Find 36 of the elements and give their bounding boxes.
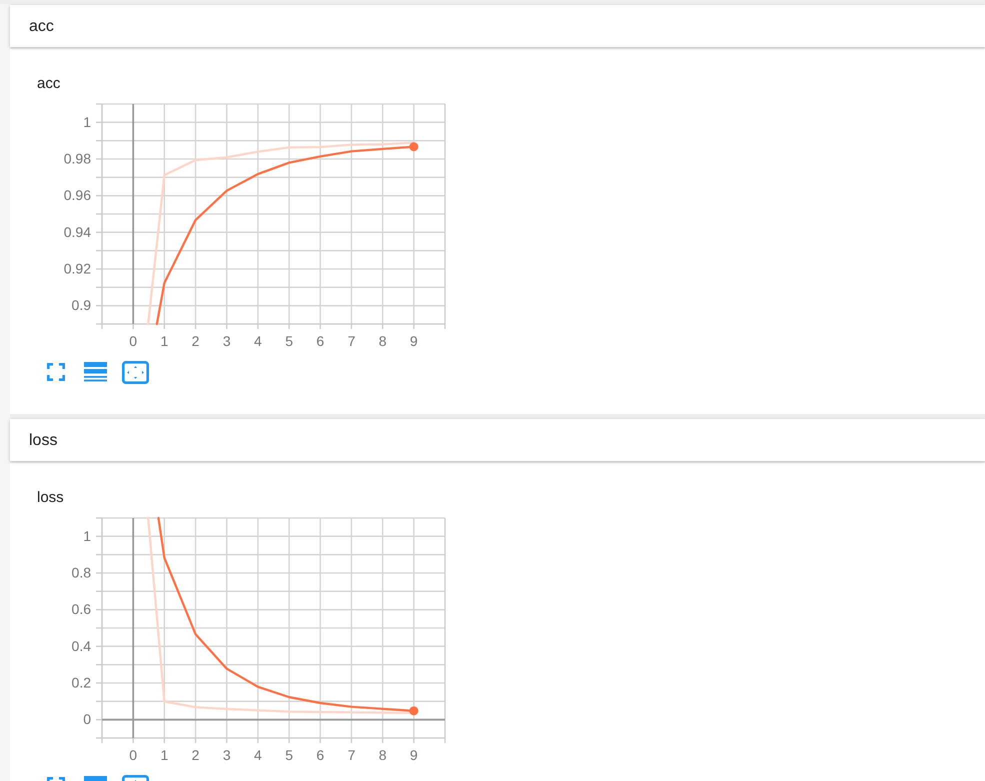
x-tick-label: 0 bbox=[129, 746, 138, 763]
y-tick-label: 0.8 bbox=[72, 564, 92, 580]
x-tick-label: 2 bbox=[192, 746, 200, 763]
y-tick-label: 1 bbox=[83, 114, 92, 130]
y-tick-label: 0.96 bbox=[64, 187, 92, 204]
x-tick-label: 3 bbox=[222, 332, 231, 349]
y-tick-label: 0.6 bbox=[72, 601, 92, 618]
y-tick-label: 0.9 bbox=[72, 297, 92, 314]
chart-subtitle: acc bbox=[37, 75, 61, 92]
x-tick-label: 6 bbox=[316, 332, 324, 349]
x-tick-label: 1 bbox=[160, 746, 168, 763]
x-tick-label: 7 bbox=[348, 746, 356, 763]
x-tick-label: 4 bbox=[254, 746, 262, 763]
x-tick-label: 7 bbox=[348, 332, 356, 349]
y-tick-label: 0.2 bbox=[72, 674, 92, 690]
x-tick-label: 4 bbox=[254, 332, 262, 349]
x-tick-label: 5 bbox=[285, 746, 294, 763]
x-tick-label: 0 bbox=[129, 332, 138, 349]
chart-subtitle: loss bbox=[37, 489, 64, 506]
x-tick-label: 2 bbox=[192, 332, 200, 349]
y-tick-label: 0.4 bbox=[72, 638, 92, 654]
y-tick-label: 0 bbox=[83, 711, 92, 728]
x-tick-label: 8 bbox=[378, 332, 387, 349]
x-tick-label: 8 bbox=[378, 746, 387, 763]
x-tick-label: 5 bbox=[285, 332, 294, 349]
x-tick-label: 6 bbox=[316, 746, 324, 763]
x-tick-label: 1 bbox=[160, 332, 168, 349]
chart-title: loss bbox=[29, 432, 58, 449]
chart-title: acc bbox=[29, 18, 54, 35]
x-tick-label: 3 bbox=[222, 746, 231, 763]
x-tick-label: 9 bbox=[410, 332, 418, 349]
x-tick-label: 9 bbox=[410, 746, 418, 763]
y-tick-label: 0.98 bbox=[64, 150, 92, 166]
y-tick-label: 1 bbox=[83, 528, 92, 544]
y-tick-label: 0.94 bbox=[64, 224, 92, 240]
y-tick-label: 0.92 bbox=[64, 260, 92, 276]
